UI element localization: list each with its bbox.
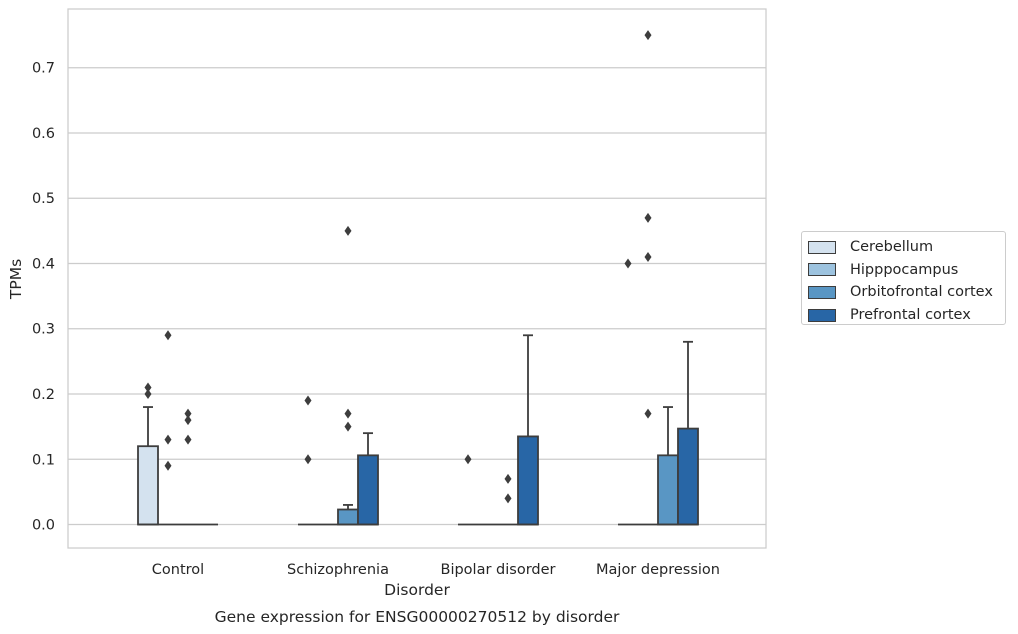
outlier-point — [304, 395, 312, 406]
box-0-2 — [458, 454, 478, 526]
box-2-0 — [178, 408, 198, 526]
legend-item-hippocampus: Hipppocampus — [808, 259, 1005, 282]
outlier-point — [344, 421, 352, 432]
y-tick-label: 0.5 — [32, 191, 55, 207]
box — [677, 427, 699, 526]
outlier-point — [344, 408, 352, 419]
box-2-1 — [337, 225, 359, 526]
chart-title: Gene expression for ENSG00000270512 by d… — [215, 608, 620, 626]
outlier-point — [644, 251, 652, 262]
x-tick-label: Schizophrenia — [287, 562, 389, 578]
x-tick-label: Major depression — [596, 562, 720, 578]
legend: Cerebellum Hipppocampus Orbitofrontal co… — [801, 231, 1006, 325]
box — [357, 454, 379, 526]
box-0-3 — [618, 258, 638, 526]
box-0-0 — [137, 382, 159, 526]
legend-label: Orbitofrontal cortex — [850, 284, 993, 301]
outlier-point — [184, 415, 192, 426]
legend-label: Hipppocampus — [850, 261, 959, 278]
box-3-2 — [517, 334, 539, 526]
legend-swatch — [808, 240, 836, 254]
outlier-point — [644, 408, 652, 419]
outlier-point — [144, 382, 152, 393]
legend-label: Prefrontal cortex — [850, 307, 971, 324]
y-tick-label: 0.1 — [32, 452, 55, 468]
x-tick-labels: Control Schizophrenia Bipolar disorder Majo… — [152, 562, 720, 578]
outlier-point — [464, 454, 472, 465]
grid-lines — [68, 67, 766, 526]
y-tick-label: 0.2 — [32, 387, 55, 403]
legend-swatch — [808, 285, 836, 299]
outlier-point — [184, 434, 192, 445]
y-tick-label: 0.4 — [32, 256, 55, 272]
box — [657, 454, 679, 526]
y-tick-label: 0.3 — [32, 322, 55, 338]
box-1-3 — [638, 30, 658, 526]
box-3-3 — [677, 340, 699, 526]
outlier-point — [304, 454, 312, 465]
box-2-2 — [498, 473, 518, 526]
outlier-point — [624, 258, 632, 269]
outlier-point — [164, 330, 172, 341]
outlier-point — [644, 30, 652, 41]
x-axis-label: Disorder — [384, 581, 450, 599]
legend-item-orbitofrontal-cortex: Orbitofrontal cortex — [808, 281, 1005, 304]
box — [517, 435, 539, 526]
outlier-point — [144, 389, 152, 399]
y-tick-labels: 0.0 0.1 0.2 0.3 0.4 0.5 0.6 0.7 — [32, 61, 55, 534]
x-tick-label: Bipolar disorder — [441, 562, 556, 578]
legend-swatch — [808, 263, 836, 277]
plot-frame — [67, 8, 767, 549]
legend-label: Cerebellum — [850, 239, 934, 256]
box-1-0 — [158, 330, 178, 526]
y-tick-label: 0.6 — [32, 126, 55, 142]
box — [337, 508, 359, 526]
box-marks — [137, 30, 699, 526]
legend-swatch — [808, 308, 836, 322]
x-tick-label: Control — [152, 562, 204, 578]
legend-item-prefrontal-cortex: Prefrontal cortex — [808, 304, 1005, 327]
outlier-point — [644, 212, 652, 223]
outlier-point — [184, 408, 192, 419]
outlier-point — [344, 225, 352, 236]
legend-item-cerebellum: Cerebellum — [808, 236, 1005, 259]
box-2-3 — [657, 406, 679, 526]
outlier-point — [164, 434, 172, 445]
box-3-1 — [357, 432, 379, 526]
y-tick-label: 0.0 — [32, 518, 55, 534]
box-0-1 — [298, 395, 318, 526]
box — [137, 445, 159, 526]
outlier-point — [164, 460, 172, 471]
y-tick-label: 0.7 — [32, 61, 55, 77]
y-axis-label: TPMs — [7, 259, 25, 300]
outlier-point — [504, 473, 512, 484]
outlier-point — [504, 493, 512, 504]
